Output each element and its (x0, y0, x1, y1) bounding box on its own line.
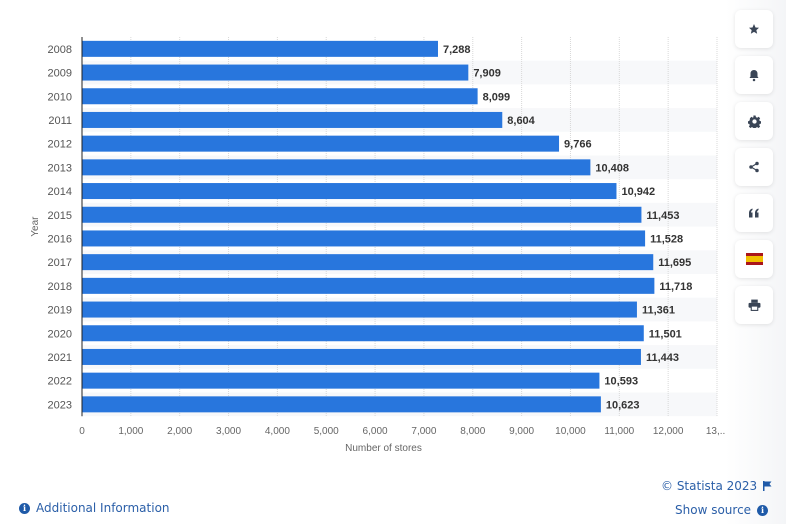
x-tick-label: 9,000 (509, 426, 534, 437)
language-button[interactable] (735, 240, 773, 278)
x-tick-label: 13,... (706, 426, 726, 437)
x-tick-label: 1,000 (118, 426, 143, 437)
category-label: 2017 (48, 257, 72, 269)
value-label: 11,361 (642, 305, 675, 317)
category-labels: 2008 2009 2010 2011 2012 2013 2014 2015 2016 2017… (48, 44, 72, 412)
category-label: 2012 (48, 139, 72, 151)
show-source-label: Show source (675, 503, 752, 517)
bar[interactable] (82, 254, 654, 271)
category-label: 2014 (48, 186, 72, 198)
value-label: 7,909 (473, 68, 501, 80)
bars (82, 40, 655, 413)
copyright-label: © Statista 2023 (661, 479, 758, 493)
print-button[interactable] (735, 286, 773, 324)
bar[interactable] (82, 277, 655, 294)
additional-information-label: Additional Information (36, 501, 170, 515)
printer-icon (748, 299, 760, 311)
bell-icon (749, 69, 759, 81)
x-tick-label: 3,000 (216, 426, 241, 437)
notification-button[interactable] (735, 56, 773, 94)
x-tick-label: 2,000 (167, 426, 192, 437)
cite-button[interactable] (735, 194, 773, 232)
x-tick-labels: 0 1,000 2,000 3,000 4,000 5,000 6,000 7,000 8,00… (79, 426, 726, 437)
value-label: 11,695 (658, 257, 691, 269)
share-icon (749, 161, 759, 173)
category-label: 2008 (48, 44, 72, 56)
x-tick-label: 0 (79, 426, 85, 437)
value-label: 9,766 (564, 139, 592, 151)
value-label: 10,408 (595, 162, 629, 174)
bar[interactable] (82, 396, 601, 413)
category-label: 2010 (48, 91, 72, 103)
category-label: 2015 (48, 210, 72, 222)
y-axis-title: Year (30, 216, 41, 237)
x-tick-label: 6,000 (363, 426, 388, 437)
bar[interactable] (82, 230, 646, 247)
bar[interactable] (82, 40, 438, 57)
value-label: 10,593 (604, 376, 638, 388)
star-icon (749, 24, 759, 34)
value-label: 8,099 (483, 91, 511, 103)
category-label: 2022 (48, 376, 72, 388)
x-tick-label: 7,000 (411, 426, 436, 437)
additional-information-link[interactable]: i Additional Information (19, 501, 170, 515)
bar[interactable] (82, 348, 641, 365)
share-button[interactable] (735, 148, 773, 186)
bar[interactable] (82, 88, 478, 105)
favorite-button[interactable] (735, 10, 773, 48)
bar[interactable] (82, 135, 560, 152)
category-label: 2021 (48, 352, 72, 364)
value-label: 10,942 (621, 186, 655, 198)
value-label: 11,443 (646, 352, 679, 364)
info-icon: i (757, 504, 769, 516)
category-label: 2023 (48, 399, 72, 411)
spain-flag-icon (745, 253, 763, 265)
x-tick-label: 12,000 (653, 426, 684, 437)
category-label: 2011 (48, 115, 72, 127)
bar[interactable] (82, 183, 617, 200)
x-tick-label: 10,000 (555, 426, 586, 437)
category-label: 2016 (48, 233, 72, 245)
category-label: 2018 (48, 281, 72, 293)
x-tick-label: 5,000 (314, 426, 339, 437)
quote-icon (749, 208, 759, 218)
x-tick-label: 4,000 (265, 426, 290, 437)
x-tick-label: 8,000 (460, 426, 485, 437)
gear-icon (747, 115, 761, 128)
value-label: 11,528 (650, 233, 683, 245)
category-label: 2013 (48, 162, 72, 174)
bar[interactable] (82, 372, 600, 389)
value-label: 11,453 (646, 210, 679, 222)
bar[interactable] (82, 206, 642, 223)
value-label: 7,288 (443, 44, 471, 56)
x-tick-label: 11,000 (604, 426, 634, 437)
category-label: 2020 (48, 328, 72, 340)
show-source-link[interactable]: Show source i (675, 503, 769, 517)
bar[interactable] (82, 111, 503, 128)
category-label: 2009 (48, 68, 72, 80)
bar[interactable] (82, 159, 591, 176)
category-label: 2019 (48, 305, 72, 317)
bar[interactable] (82, 64, 469, 81)
value-label: 11,501 (649, 328, 682, 340)
x-axis-title: Number of stores (345, 443, 422, 454)
value-label: 11,718 (659, 281, 692, 293)
bar[interactable] (82, 301, 637, 318)
value-label: 10,623 (606, 399, 640, 411)
flag-icon (763, 481, 772, 491)
bar[interactable] (82, 325, 644, 342)
value-label: 8,604 (507, 115, 535, 127)
info-icon: i (19, 502, 30, 514)
copyright-link[interactable]: © Statista 2023 (661, 479, 772, 493)
settings-button[interactable] (735, 102, 773, 140)
